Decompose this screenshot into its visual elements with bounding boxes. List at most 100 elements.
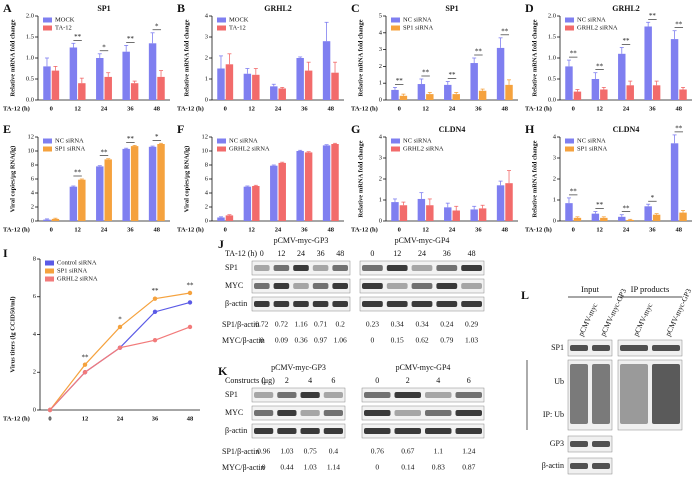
ratio-label: MYC/β-actin xyxy=(222,463,265,472)
blot-band xyxy=(570,364,588,424)
bar xyxy=(322,41,331,100)
blot-band xyxy=(411,283,433,289)
lane-label: pCMV-myc xyxy=(631,301,654,338)
y-tick-label: 2 xyxy=(379,175,382,182)
ratio-value: 0.36 xyxy=(294,336,307,345)
x-tick-label: 24 xyxy=(117,415,124,422)
significance-label: ** xyxy=(422,69,430,77)
x-tick-label: 12 xyxy=(422,226,429,233)
lane-label: 0 xyxy=(260,249,264,258)
x-tick-label: 24 xyxy=(275,105,282,112)
band-label: MYC xyxy=(225,281,243,290)
legend-label: NC siRNA xyxy=(229,137,258,144)
lane-label: 2 xyxy=(285,376,289,385)
y-tick-label: 1 xyxy=(553,196,556,203)
bar xyxy=(652,85,661,100)
y-tick-label: 6 xyxy=(31,175,35,182)
bar xyxy=(78,179,86,221)
y-axis-label: Viral copies/μg RNA(lg) xyxy=(183,146,190,213)
x-tick-label: 48 xyxy=(502,226,509,233)
significance-label: ** xyxy=(501,27,509,35)
legend-swatch xyxy=(43,25,52,31)
legend-swatch xyxy=(391,146,400,152)
legend-swatch xyxy=(391,25,400,31)
x-tick-label: 24 xyxy=(449,105,456,112)
legend-label: SP1 siRNA xyxy=(55,145,85,152)
x-tick-label: 0 xyxy=(50,226,53,233)
x-tick-label: 12 xyxy=(596,105,603,112)
bar xyxy=(399,205,408,221)
panel-letter: F xyxy=(177,122,184,136)
x-tick-label: 24 xyxy=(101,226,108,233)
y-tick-label: 12 xyxy=(202,133,209,140)
bar xyxy=(243,186,252,221)
significance-label: ** xyxy=(570,188,578,196)
blot-band xyxy=(277,410,297,416)
significance-label: ** xyxy=(127,35,135,43)
point xyxy=(152,337,158,343)
ratio-value: 0.87 xyxy=(462,463,475,472)
bar xyxy=(626,85,634,100)
bar xyxy=(391,89,399,100)
legend-swatch xyxy=(43,138,52,144)
x-tick-label: 12 xyxy=(248,105,255,112)
group-header: Input xyxy=(581,284,600,294)
y-tick-label: 2.0 xyxy=(26,12,34,19)
chart-title: SP1 xyxy=(445,4,458,13)
ratio-label: SP1/β-actin xyxy=(222,320,259,329)
panel-letter: B xyxy=(177,1,185,15)
bar xyxy=(148,43,157,100)
point xyxy=(47,407,53,413)
y-tick-label: 0.5 xyxy=(26,75,34,82)
y-tick-label: 1 xyxy=(379,196,382,203)
blot-frame xyxy=(251,278,351,294)
x-tick-label: 36 xyxy=(127,226,134,233)
ratio-value: 0 xyxy=(262,463,266,472)
ratio-label: MYC/β-actin xyxy=(222,336,265,345)
bar xyxy=(565,66,573,100)
panel-letter: L xyxy=(521,288,529,302)
blot-frame xyxy=(251,387,346,403)
bar xyxy=(505,84,513,100)
x-tick-label: 48 xyxy=(154,226,161,233)
bar xyxy=(104,159,112,221)
y-tick-label: 0.0 xyxy=(548,96,556,103)
bar xyxy=(296,58,304,100)
x-tick-label: 24 xyxy=(101,105,108,112)
chart-title: CLDN4 xyxy=(613,125,640,134)
significance-label: ** xyxy=(449,71,457,79)
x-tick-label: 36 xyxy=(649,105,656,112)
x-tick-label: 48 xyxy=(676,105,683,112)
blot-band xyxy=(592,463,610,469)
legend-swatch xyxy=(391,17,400,23)
significance-label: ** xyxy=(74,169,82,177)
point xyxy=(152,309,158,315)
significance-label: ** xyxy=(82,353,90,361)
bar xyxy=(304,70,313,100)
bar xyxy=(573,91,582,100)
y-tick-label: 0 xyxy=(205,217,208,224)
x-axis-label: TA-12 (h) xyxy=(3,226,30,233)
y-tick-label: 4 xyxy=(205,189,209,196)
bar xyxy=(591,213,600,221)
legend-swatch xyxy=(565,17,574,23)
bar xyxy=(278,162,286,221)
y-axis-label: Relative mRNA fold change xyxy=(9,19,16,96)
blot-band xyxy=(332,283,348,289)
blot-band xyxy=(362,283,383,289)
bar xyxy=(565,203,573,221)
blot-frame xyxy=(567,435,613,453)
bar xyxy=(496,47,505,100)
lane-label: 24 xyxy=(418,249,426,258)
bar xyxy=(417,198,426,221)
y-axis-label: Relative mRNA fold change xyxy=(357,19,364,96)
y-tick-label: 0 xyxy=(553,217,556,224)
ratio-value: 1.03 xyxy=(280,447,293,456)
y-tick-label: 2 xyxy=(33,369,36,376)
bar xyxy=(322,145,331,221)
x-tick-label: 12 xyxy=(74,105,81,112)
y-tick-label: 3 xyxy=(553,154,556,161)
x-axis-label: TA-12 (h) xyxy=(3,105,30,112)
blot-band xyxy=(312,283,329,289)
bar xyxy=(304,152,313,221)
